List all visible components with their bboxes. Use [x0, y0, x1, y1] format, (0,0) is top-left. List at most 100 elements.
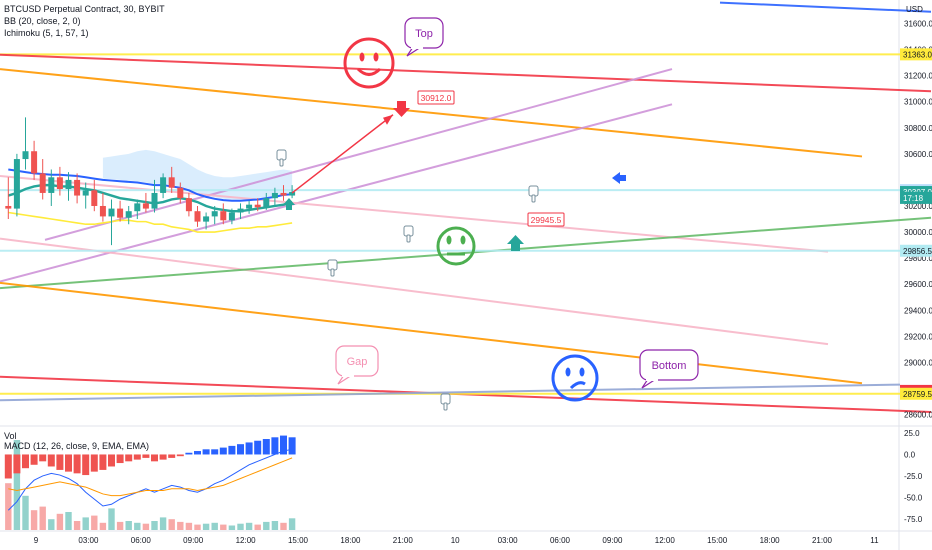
time-tick-label: 12:00: [655, 536, 676, 545]
time-tick-label: 21:00: [812, 536, 833, 545]
trend-line-violet-1: [44, 68, 673, 241]
volume-bar: [30, 510, 38, 530]
macd-histogram-bar: [39, 454, 47, 462]
top-bubble: Top: [404, 17, 444, 57]
macd-histogram-bar: [47, 454, 55, 467]
price-tick-label: 29000.0: [904, 358, 932, 367]
price-label-box: [900, 48, 932, 61]
macd-histogram-bar: [237, 444, 244, 455]
macd-histogram-bar: [108, 454, 115, 467]
volume-bar: [168, 519, 175, 530]
volume-bar: [65, 512, 72, 530]
trend-line-pink-2: [0, 237, 829, 346]
macd-histogram-bar: [56, 454, 64, 470]
candle: [142, 203, 149, 209]
volume-bar: [237, 523, 244, 530]
volume-bar: [82, 517, 89, 530]
macd-histogram-bar: [271, 437, 279, 455]
candle: [228, 212, 235, 221]
macd-tick-label: -75.0: [904, 515, 923, 524]
candle: [134, 203, 141, 212]
macd-histogram-bar: [82, 454, 90, 476]
top-bubble-text: Top: [415, 28, 433, 40]
price-tick-label: 31200.0: [904, 72, 932, 81]
price-tick-label: 31600.0: [904, 19, 932, 28]
volume-bar: [125, 521, 132, 530]
volume-bar: [280, 522, 287, 530]
candle: [125, 211, 132, 218]
macd-histogram-bar: [219, 447, 227, 455]
volume-bar: [56, 513, 64, 530]
macd-histogram-bar: [194, 451, 201, 455]
happy-smiley-icon: [343, 37, 395, 89]
candle: [108, 208, 115, 217]
volume-bar: [39, 506, 46, 530]
symbol-legend[interactable]: BTCUSD Perpetual Contract, 30, BYBIT: [4, 4, 165, 14]
neutral-smiley-icon: [436, 226, 476, 266]
time-tick-label: 21:00: [393, 536, 414, 545]
projection-arrow-head: [383, 114, 393, 125]
volume-bar: [263, 521, 270, 530]
ichimoku-legend[interactable]: Ichimoku (5, 1, 57, 1): [4, 28, 89, 38]
price-tick-label: 28600.0: [904, 411, 932, 420]
price-label-text: 17:18: [903, 194, 924, 203]
pointing-hand-icon: [327, 259, 338, 277]
volume-bar: [134, 522, 141, 530]
left-arrow-icon: [612, 172, 626, 184]
volume-bar: [177, 521, 184, 530]
macd-histogram-bar: [228, 445, 236, 455]
pointing-hand-icon: [403, 225, 414, 243]
trend-line-orange-lower: [0, 281, 863, 385]
candle: [211, 211, 218, 217]
volume-bar: [288, 518, 296, 530]
volume-bar: [245, 522, 253, 530]
macd-legend[interactable]: MACD (12, 26, close, 9, EMA, EMA): [4, 441, 150, 451]
candle: [254, 204, 261, 208]
volume-bar: [228, 525, 236, 530]
price-label-text: 31363.0: [903, 50, 932, 59]
candle: [220, 211, 227, 221]
trend-line-red-upper: [0, 53, 932, 93]
macd-histogram-bar: [99, 454, 107, 470]
time-tick-label: 18:00: [760, 536, 781, 545]
macd-tick-label: -25.0: [904, 472, 923, 481]
macd-histogram-bar: [280, 435, 287, 455]
price-tick-label: 30800.0: [904, 124, 932, 133]
macd-histogram-bar: [116, 454, 124, 464]
price-label-text: 29856.5: [903, 247, 932, 256]
volume-legend[interactable]: Vol: [4, 431, 17, 441]
macd-histogram-bar: [133, 454, 141, 460]
macd-tick-label: 0.0: [904, 450, 916, 459]
candle: [5, 205, 12, 209]
volume-bar: [185, 522, 193, 530]
candle: [151, 192, 158, 209]
macd-histogram-bar: [151, 454, 158, 462]
target-high-label-text: 30912.0: [421, 93, 452, 103]
macd-histogram-bar: [4, 454, 12, 479]
candle: [271, 192, 278, 199]
bb-lower-line: [8, 211, 293, 233]
macd-histogram-bar: [262, 439, 270, 455]
macd-histogram-bar: [202, 449, 210, 455]
macd-histogram-bar: [211, 449, 219, 455]
time-tick-label: 18:00: [340, 536, 361, 545]
price-label-box: [900, 191, 932, 204]
candle: [246, 204, 253, 209]
projection-arrow: [291, 114, 394, 194]
up-arrow-small-icon: [283, 198, 295, 210]
ichimoku-base-line: [7, 183, 293, 213]
volume-bar: [211, 522, 218, 530]
candle: [65, 179, 72, 190]
candle: [185, 198, 192, 212]
volume-bar: [151, 521, 158, 530]
bb-legend[interactable]: BB (20, close, 2, 0): [4, 16, 81, 26]
volume-bar: [254, 524, 261, 530]
candle: [289, 192, 296, 196]
signal-line: [8, 457, 293, 497]
macd-histogram-bar: [22, 454, 29, 469]
price-tick-label: 30200.0: [904, 202, 932, 211]
down-arrow-icon: [393, 101, 410, 117]
volume-bar: [99, 522, 107, 530]
